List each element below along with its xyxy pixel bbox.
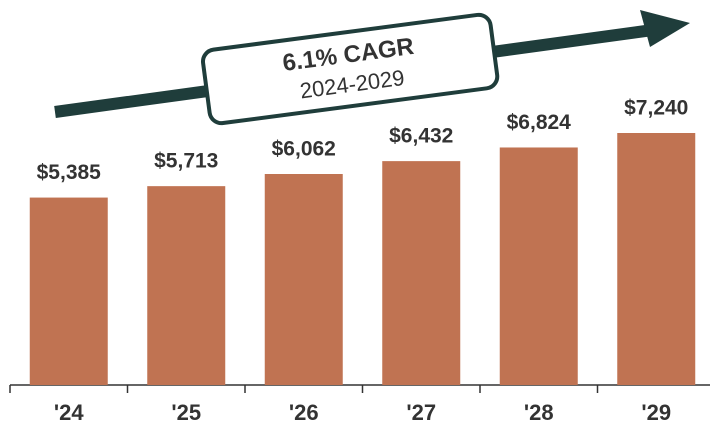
- x-tick-label: '28: [524, 400, 554, 425]
- x-tick-label: '29: [641, 400, 671, 425]
- value-label: $6,062: [272, 138, 336, 161]
- value-label: $7,240: [624, 97, 688, 120]
- arrow-head: [640, 10, 690, 47]
- bar: [617, 133, 696, 385]
- x-tick-label: '24: [54, 400, 84, 425]
- x-tick-label: '25: [171, 400, 201, 425]
- value-label: $5,385: [37, 161, 102, 184]
- bar: [499, 147, 578, 385]
- value-label: $5,713: [154, 150, 218, 173]
- cagr-box: 6.1% CAGR 2024-2029: [201, 12, 500, 126]
- cagr-arrow: 6.1% CAGR 2024-2029: [54, 10, 690, 126]
- bar: [264, 174, 343, 385]
- value-label: $6,824: [507, 111, 572, 134]
- bar: [29, 197, 108, 385]
- x-tick-label: '26: [289, 400, 319, 425]
- bar: [382, 161, 461, 385]
- x-tick-label: '27: [406, 400, 436, 425]
- value-label: $6,432: [389, 125, 453, 148]
- bar: [147, 186, 226, 385]
- cagr-box-frame: [201, 12, 500, 126]
